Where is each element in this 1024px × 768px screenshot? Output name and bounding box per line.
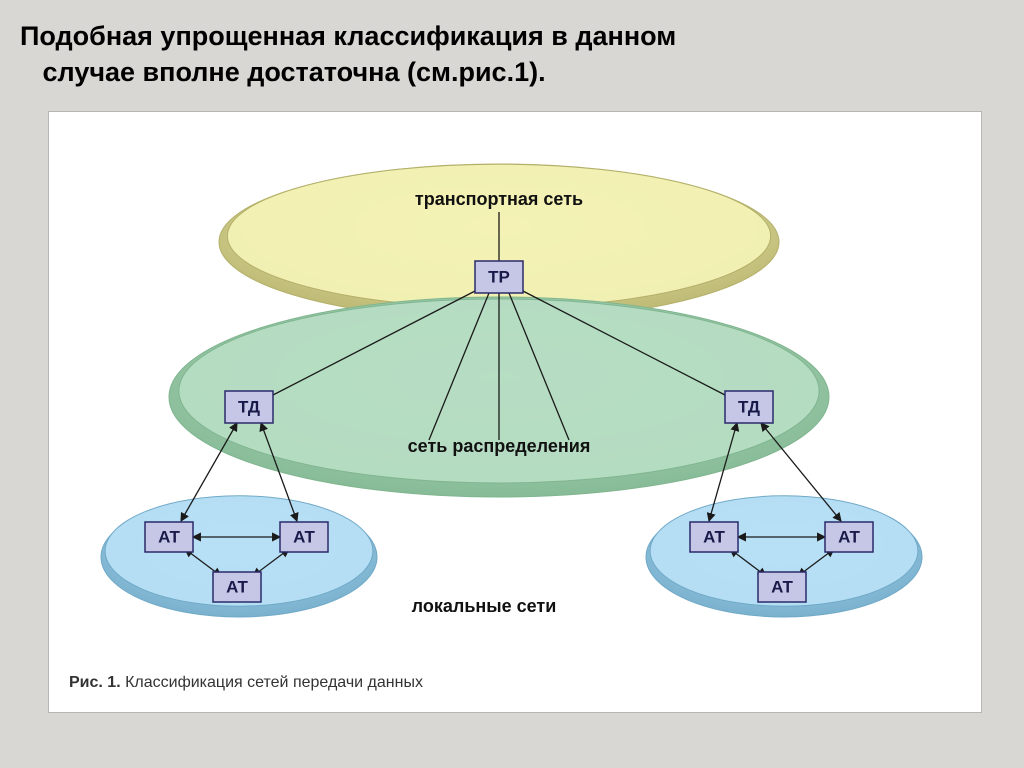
figure-container: транспортная сеть сеть распределения локал… [48,111,982,713]
node-TD2: ТД [725,391,773,423]
region-label-2: локальные сети [412,596,557,616]
heading-line1: Подобная упрощенная классификация в данн… [20,21,676,51]
node-label-AT5: АТ [838,527,860,546]
node-label-TD1: ТД [238,397,260,416]
node-label-AT3: АТ [226,577,248,596]
node-AT4: АТ [690,522,738,552]
node-AT5: АТ [825,522,873,552]
node-label-TD2: ТД [738,397,760,416]
node-AT1: АТ [145,522,193,552]
node-label-TP: ТР [488,267,510,286]
figure-caption: Рис. 1. Классификация сетей передачи дан… [69,674,423,691]
heading-line2: случае вполне достаточна (см.рис.1). [43,57,546,87]
region-label-1: сеть распределения [408,436,591,456]
node-label-AT6: АТ [771,577,793,596]
node-AT3: АТ [213,572,261,602]
node-label-AT2: АТ [293,527,315,546]
region-label-0: транспортная сеть [415,189,583,209]
node-TD1: ТД [225,391,273,423]
network-diagram: транспортная сеть сеть распределения локал… [49,112,979,712]
node-label-AT1: АТ [158,527,180,546]
node-TP: ТР [475,261,523,293]
node-AT2: АТ [280,522,328,552]
node-AT6: АТ [758,572,806,602]
node-label-AT4: АТ [703,527,725,546]
page-heading: Подобная упрощенная классификация в данн… [0,0,1024,101]
